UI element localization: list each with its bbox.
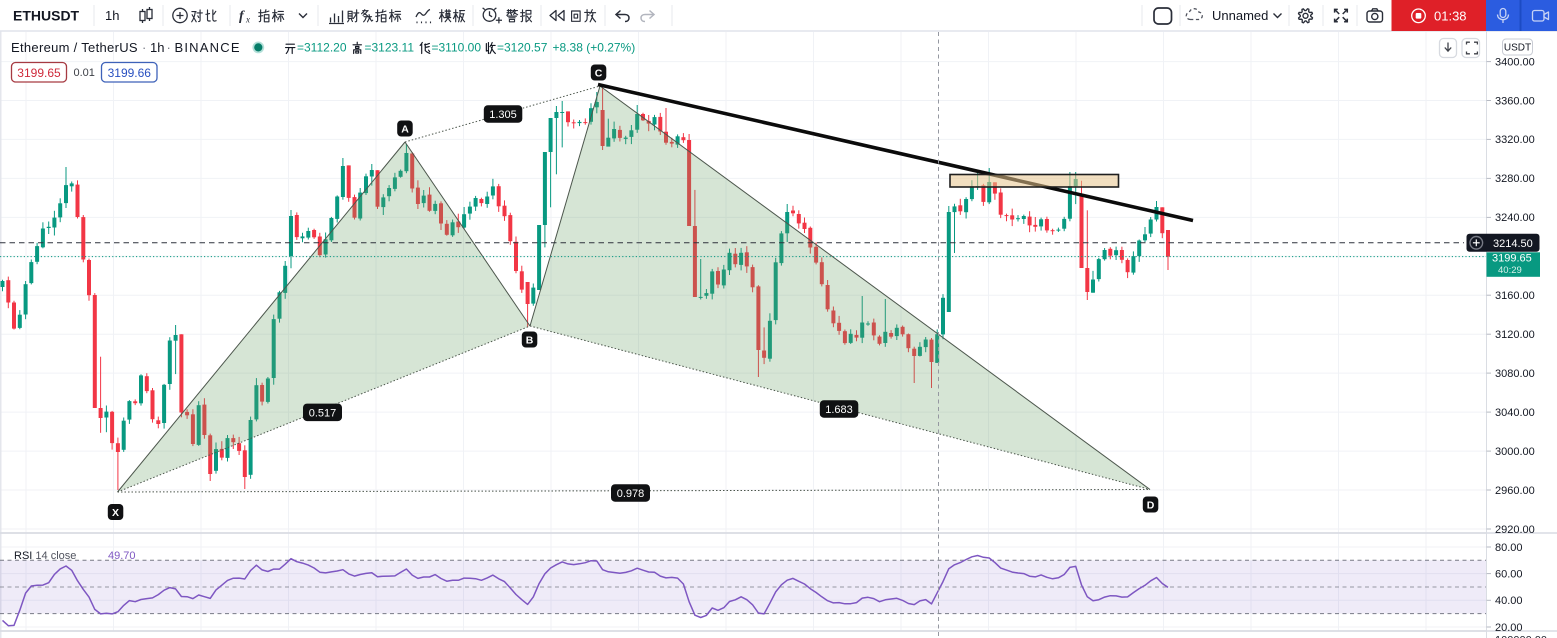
svg-text:3000.00: 3000.00 [1495, 446, 1535, 458]
svg-text:=3123.11: =3123.11 [365, 41, 415, 55]
svg-text:USDT: USDT [1504, 43, 1531, 54]
svg-text:=3120.57: =3120.57 [497, 41, 548, 55]
svg-text:3120.00: 3120.00 [1495, 329, 1535, 341]
svg-text:Ethereum / TetherUS: Ethereum / TetherUS [11, 40, 138, 55]
svg-text:40:29: 40:29 [1498, 265, 1522, 276]
svg-text:X: X [112, 507, 119, 519]
svg-text:3280.00: 3280.00 [1495, 173, 1535, 185]
svg-text:1h: 1h [150, 40, 164, 55]
svg-text:1h: 1h [105, 8, 119, 23]
svg-text:1.683: 1.683 [825, 404, 853, 416]
svg-text:2920.00: 2920.00 [1495, 524, 1535, 536]
svg-text:2960.00: 2960.00 [1495, 485, 1535, 497]
svg-text:3199.66: 3199.66 [108, 66, 152, 80]
svg-text:60.00: 60.00 [1495, 568, 1523, 580]
svg-text:80.00: 80.00 [1495, 542, 1523, 554]
svg-text:C: C [595, 67, 603, 79]
svg-text:01:38: 01:38 [1434, 8, 1467, 23]
svg-text:=3110.00: =3110.00 [432, 41, 482, 55]
svg-text:3360.00: 3360.00 [1495, 95, 1535, 107]
svg-text:BINANCE: BINANCE [175, 40, 241, 55]
svg-text:1.305: 1.305 [489, 109, 517, 121]
svg-text:3199.65: 3199.65 [1492, 253, 1532, 265]
svg-text:+8.38 (+0.27%): +8.38 (+0.27%) [553, 41, 636, 55]
svg-text:3240.00: 3240.00 [1495, 212, 1535, 224]
svg-text:20.00: 20.00 [1495, 622, 1523, 634]
svg-text:49.70: 49.70 [108, 550, 136, 562]
svg-text:Unnamed: Unnamed [1212, 8, 1268, 23]
svg-text:100000.00: 100000.00 [1495, 635, 1547, 638]
svg-text:0.01: 0.01 [74, 67, 95, 79]
svg-text:3214.50: 3214.50 [1493, 238, 1533, 250]
svg-text:3320.00: 3320.00 [1495, 134, 1535, 146]
svg-text:0.517: 0.517 [309, 407, 337, 419]
svg-text:A: A [401, 123, 409, 135]
svg-text:3040.00: 3040.00 [1495, 407, 1535, 419]
svg-text:3160.00: 3160.00 [1495, 290, 1535, 302]
svg-text:3400.00: 3400.00 [1495, 56, 1535, 68]
svg-text:3199.65: 3199.65 [17, 66, 61, 80]
svg-text:RSI 14 close: RSI 14 close [14, 550, 76, 562]
svg-text:0.978: 0.978 [617, 488, 645, 500]
svg-text:·: · [167, 40, 171, 55]
svg-text:·: · [142, 40, 146, 55]
svg-text:x: x [245, 15, 250, 25]
svg-text:3080.00: 3080.00 [1495, 368, 1535, 380]
svg-text:40.00: 40.00 [1495, 595, 1523, 607]
svg-text:B: B [526, 334, 534, 346]
svg-text:D: D [1147, 499, 1155, 511]
svg-text:=3112.20: =3112.20 [297, 41, 347, 55]
svg-text:f: f [239, 9, 245, 24]
svg-text:ETHUSDT: ETHUSDT [13, 8, 80, 24]
